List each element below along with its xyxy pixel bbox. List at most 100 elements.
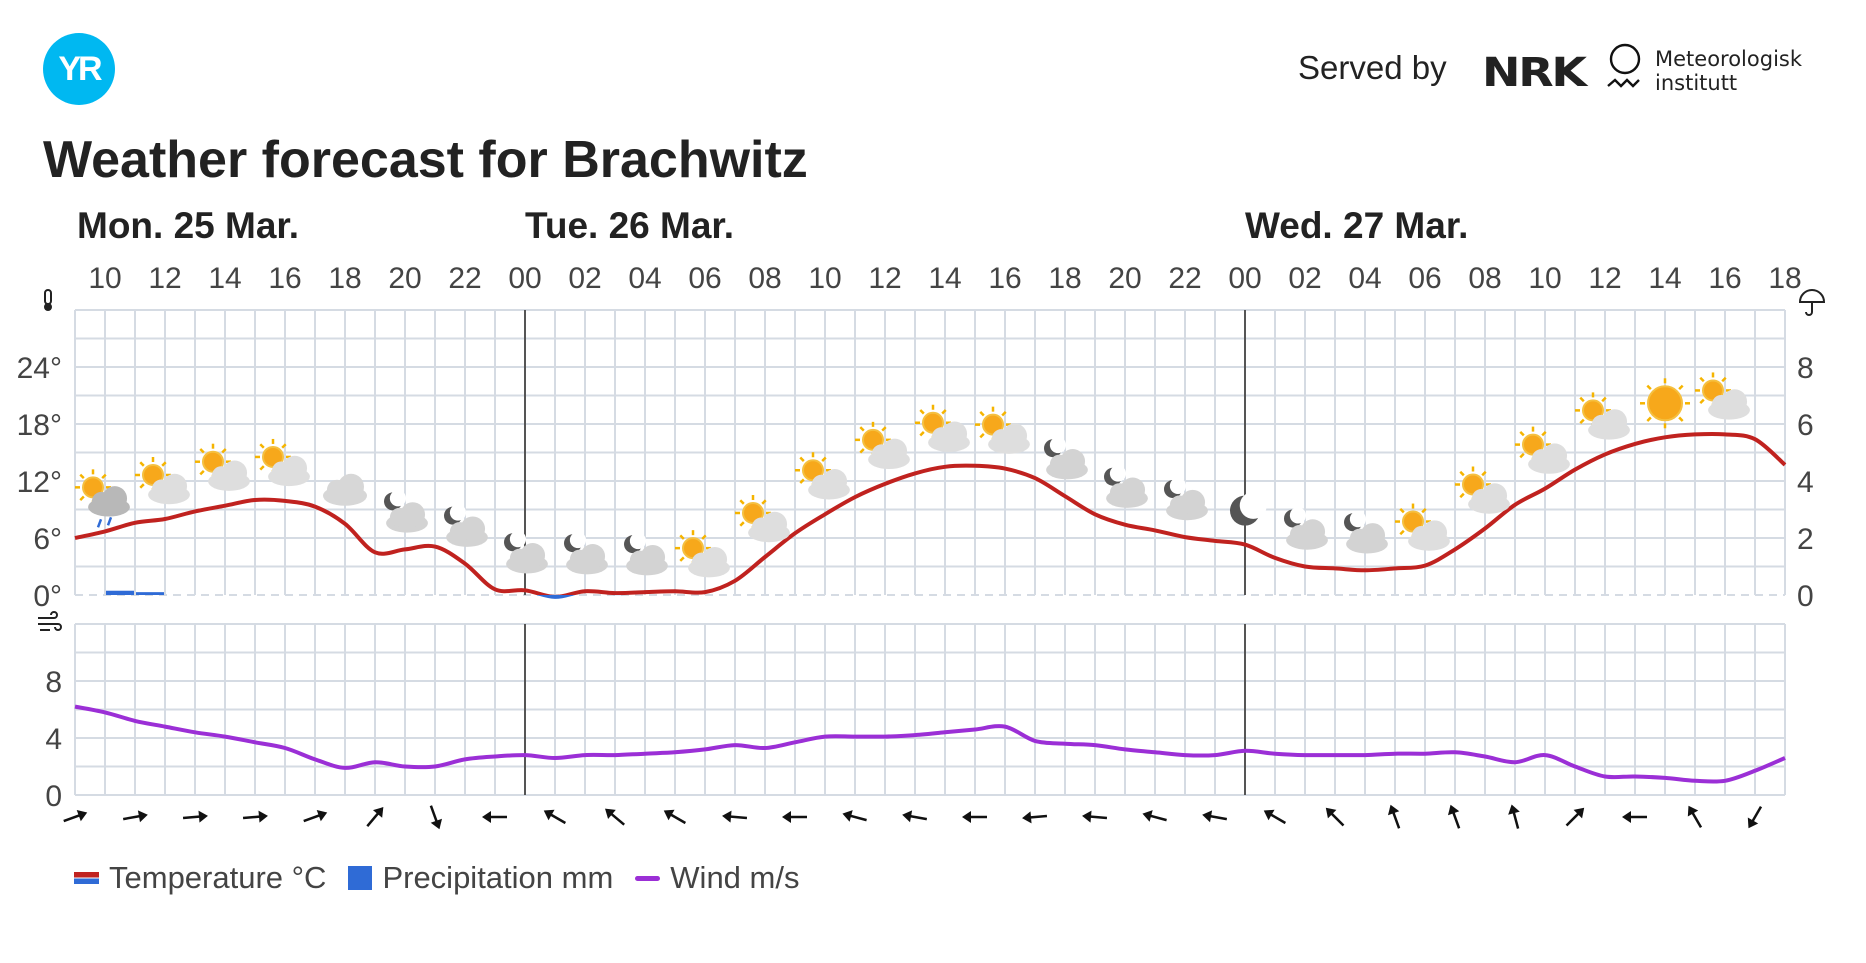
nrk-logo[interactable]: NRK — [1482, 50, 1587, 96]
sun-ray — [941, 409, 947, 415]
hour-tick-label: 18 — [1768, 262, 1801, 295]
met-name-line-2: institutt — [1655, 71, 1738, 95]
arrow-head — [1573, 807, 1585, 819]
legend-item-temperature[interactable]: Temperature °C — [74, 860, 326, 896]
cloud-puff — [102, 486, 128, 511]
hour-tick-label: 04 — [1348, 262, 1381, 295]
sun-ray — [221, 448, 227, 454]
partly-cloudy-day-icon — [1575, 392, 1630, 440]
chart-legend: Temperature °C Precipitation mm Wind m/s — [74, 860, 799, 896]
yr-logo[interactable]: YR — [43, 33, 115, 105]
arrow-head — [76, 809, 88, 822]
wind-axis-label: 0 — [45, 780, 62, 813]
hour-tick-label: 14 — [1648, 262, 1681, 295]
partly-cloudy-night-icon — [1164, 477, 1208, 521]
umbrella-icon — [1798, 289, 1826, 316]
day-label-0: Mon. 25 Mar. — [77, 205, 299, 246]
sun-ray — [1481, 470, 1487, 477]
arrow-head — [482, 811, 491, 823]
cloud-puff — [762, 511, 788, 537]
wind-direction-arrow-icon — [366, 807, 384, 827]
arrow-head — [722, 810, 732, 823]
partly-cloudy-day-icon — [195, 443, 250, 491]
met-institute-name: Meteorologisk institutt — [1655, 47, 1802, 95]
wind-direction-arrow-icon — [902, 810, 928, 823]
arrow-head — [372, 807, 384, 818]
sun-ray — [1459, 470, 1465, 477]
temperature-axis-label: 24° — [17, 352, 62, 385]
partly-cloudy-night-icon — [444, 504, 488, 547]
sun-ray — [1678, 416, 1684, 422]
wind-direction-arrow-icon — [1508, 804, 1520, 829]
legend-item-wind[interactable]: Wind m/s — [635, 860, 799, 896]
legend-item-precipitation[interactable]: Precipitation mm — [348, 860, 613, 896]
wind-direction-arrow-icon — [182, 810, 208, 823]
page-title: Weather forecast for Brachwitz — [43, 131, 808, 189]
partly-cloudy-night-icon — [564, 531, 608, 575]
temperature-axis-label: 18° — [17, 409, 62, 442]
wind-direction-arrow-icon — [663, 809, 687, 825]
wind-direction-arrow-icon — [1022, 811, 1048, 824]
arrow-head — [1022, 811, 1032, 824]
sun-ray — [701, 534, 707, 540]
arrow-head — [316, 809, 328, 822]
sun-ray — [139, 461, 145, 467]
met-institute-logo-icon[interactable] — [1605, 42, 1645, 98]
arrow-head — [137, 810, 148, 823]
met-name-line-1: Meteorologisk — [1655, 47, 1803, 71]
sun-ray — [739, 499, 745, 505]
cloud-puff — [1542, 443, 1568, 469]
partly-cloudy-night-icon — [624, 532, 668, 576]
cloud-puff — [338, 473, 364, 500]
wind-direction-arrow-icon — [1202, 810, 1228, 823]
arrow-head — [1447, 804, 1460, 816]
forecast-chart: Mon. 25 Mar. Tue. 26 Mar. Wed. 27 Mar. 10 12… — [17, 205, 1826, 830]
arrow-head — [1387, 804, 1400, 816]
wind-direction-arrow-icon — [782, 811, 807, 823]
wind-direction-arrow-icon — [1565, 807, 1585, 827]
sun-ray — [679, 534, 685, 540]
sun-ray — [1519, 452, 1525, 459]
sun-ray — [1721, 376, 1727, 383]
hour-tick-label: 04 — [628, 262, 661, 295]
hour-tick-label: 16 — [1708, 262, 1741, 295]
moon-cut — [389, 490, 407, 507]
temperature-axis-label: 6° — [33, 523, 62, 556]
rain-drop — [96, 518, 103, 528]
sun-ray — [799, 478, 805, 484]
sun-ray — [859, 426, 865, 432]
clear-day-icon — [1640, 378, 1690, 429]
partly-cloudy-day-icon — [1455, 466, 1510, 514]
cloud-puff — [1602, 409, 1628, 434]
grid-lines — [74, 309, 1786, 796]
sun-ray — [739, 521, 745, 527]
hour-tick-label: 08 — [1468, 262, 1501, 295]
sun-ray — [79, 473, 85, 480]
cloud-puff — [162, 473, 188, 499]
wind-direction-arrow-icon — [1387, 804, 1401, 829]
sun-ray — [919, 409, 925, 415]
hour-tick-label: 06 — [688, 262, 721, 295]
sun-ray — [859, 448, 865, 454]
moon-cut — [509, 531, 527, 548]
wind-icon — [38, 611, 62, 631]
sun-ray — [881, 426, 887, 432]
sun-ray — [1579, 396, 1585, 403]
partly-cloudy-day-icon — [135, 457, 190, 505]
wind-direction-arrow-icon — [722, 810, 748, 823]
hour-tick-label: 06 — [1408, 262, 1441, 295]
moon-cut — [569, 531, 587, 549]
precipitation-axis-label: 4 — [1797, 466, 1814, 499]
hour-tick-label: 22 — [1168, 262, 1201, 295]
arrow-head — [1622, 811, 1631, 823]
wind-direction-arrow-icon — [303, 809, 328, 823]
cloud-puff — [822, 469, 848, 494]
cloud-puff — [1422, 520, 1448, 546]
partly-cloudy-day-icon — [255, 438, 310, 487]
precipitation-axis-label: 6 — [1797, 409, 1814, 442]
wind-line — [74, 704, 1786, 784]
hour-tick-label: 12 — [1588, 262, 1621, 295]
partly-cloudy-night-icon — [384, 490, 428, 533]
wind-direction-arrow-icon — [543, 809, 567, 825]
cloud-puff — [460, 516, 486, 542]
